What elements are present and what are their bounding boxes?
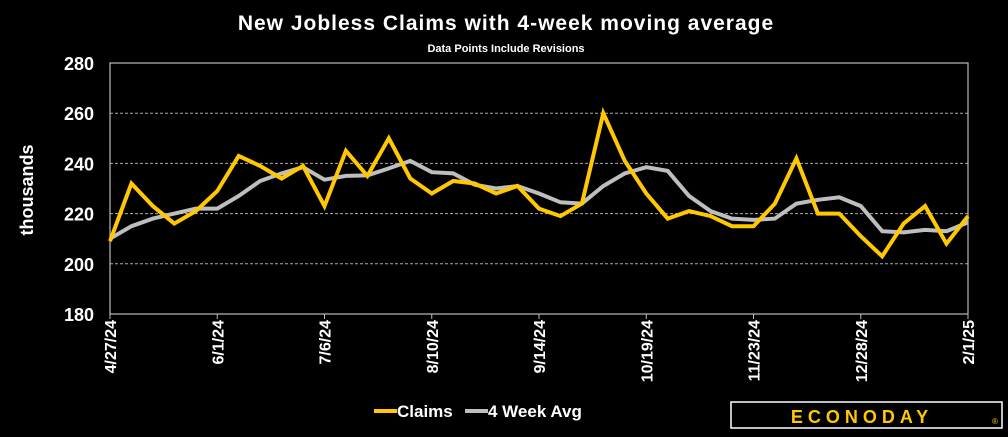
plot-area-border <box>110 63 968 314</box>
legend-label-claims: Claims <box>397 402 453 421</box>
gridlines <box>110 113 968 264</box>
y-axis: 180 200 220 240 260 280 <box>64 54 94 325</box>
x-axis: 4/27/24 6/1/24 7/6/24 8/10/24 9/14/24 10/19/2… <box>103 314 978 382</box>
logo-registered-mark: ® <box>992 417 998 426</box>
x-tick-label: 4/27/24 <box>103 320 120 373</box>
y-tick-label: 260 <box>64 104 94 124</box>
x-tick-label: 12/28/24 <box>854 320 871 382</box>
series-line-claims <box>110 113 968 256</box>
logo-text: ECONODAY <box>791 407 933 427</box>
legend-label-avg: 4 Week Avg <box>488 402 582 421</box>
y-tick-label: 180 <box>64 305 94 325</box>
series-line-4-week-avg <box>110 161 968 239</box>
legend: Claims 4 Week Avg <box>374 402 582 421</box>
y-tick-label: 240 <box>64 154 94 174</box>
x-tick-label: 10/19/24 <box>639 320 656 382</box>
chart-title: New Jobless Claims with 4-week moving av… <box>238 12 774 35</box>
y-tick-label: 220 <box>64 205 94 225</box>
x-tick-label: 6/1/24 <box>210 320 227 365</box>
chart-subtitle: Data Points Include Revisions <box>427 43 584 55</box>
y-axis-label: thousands <box>17 144 37 235</box>
econoday-logo: ECONODAY ® <box>731 402 1002 428</box>
x-tick-label: 2/1/25 <box>961 320 978 365</box>
y-tick-label: 200 <box>64 255 94 275</box>
x-tick-label: 9/14/24 <box>532 320 549 373</box>
x-tick-label: 11/23/24 <box>747 320 764 382</box>
x-tick-label: 8/10/24 <box>425 320 442 373</box>
y-tick-label: 280 <box>64 54 94 74</box>
x-tick-label: 7/6/24 <box>318 320 335 365</box>
series-lines <box>110 113 968 256</box>
